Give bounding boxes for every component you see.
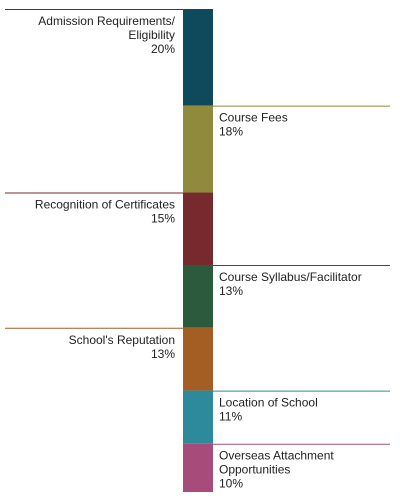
category-label-6: Location of School xyxy=(219,396,318,410)
value-label-2: 18% xyxy=(219,125,243,139)
value-label-5: 13% xyxy=(151,347,175,361)
segment-5 xyxy=(183,327,213,391)
segment-2 xyxy=(183,105,213,193)
category-label-1-line-2: Eligibility xyxy=(128,28,175,42)
category-label-3: Recognition of Certificates xyxy=(35,198,175,212)
value-label-3: 15% xyxy=(151,212,175,226)
category-label-5: School's Reputation xyxy=(69,333,175,347)
value-label-4: 13% xyxy=(219,284,243,298)
category-label-2: Course Fees xyxy=(219,111,288,125)
segment-3 xyxy=(183,192,213,265)
category-label-1-line-1: Admission Requirements/ xyxy=(38,14,175,28)
value-label-7: 10% xyxy=(219,477,243,491)
segment-1 xyxy=(183,9,213,106)
value-label-1: 20% xyxy=(151,42,175,56)
category-label-7-line-2: Opportunities xyxy=(219,463,290,477)
category-label-4: Course Syllabus/Facilitator xyxy=(219,270,362,284)
value-label-6: 11% xyxy=(219,410,242,424)
category-label-7-line-1: Overseas Attachment xyxy=(219,449,334,463)
segment-6 xyxy=(183,390,213,444)
segment-4 xyxy=(183,264,213,328)
segment-7 xyxy=(183,443,213,492)
